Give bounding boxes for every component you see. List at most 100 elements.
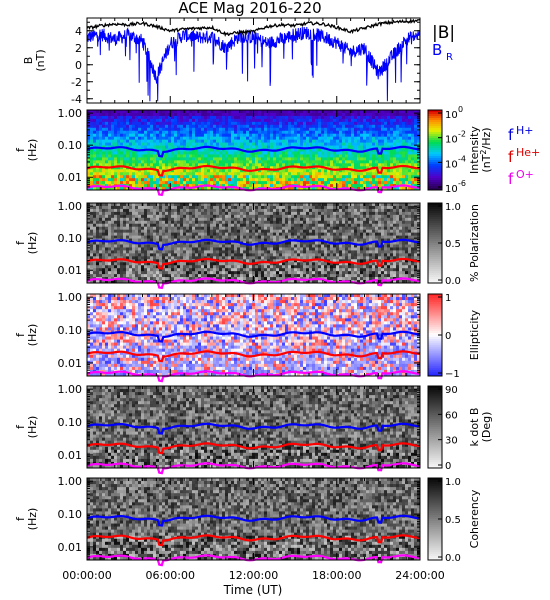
spectrogram-cell: [237, 232, 241, 236]
spectrogram-cell: [108, 133, 112, 138]
spectrogram-cell: [372, 151, 376, 155]
spectrogram-cell: [342, 172, 346, 176]
spectrogram-cell: [282, 181, 286, 185]
spectrogram-cell: [102, 110, 106, 114]
spectrogram-cell: [138, 127, 142, 132]
spectrogram-cell: [195, 157, 199, 161]
spectrogram-cell: [135, 139, 139, 143]
spectrogram-cell: [171, 145, 175, 149]
spectrogram-cell: [231, 142, 235, 146]
spectrogram-cell: [384, 133, 388, 138]
spectrogram-cell: [189, 112, 193, 117]
spectrogram-cell: [204, 121, 208, 126]
spectrogram-cell: [111, 181, 115, 185]
spectrogram-cell: [414, 124, 418, 129]
spectrogram-cell: [234, 118, 238, 123]
spectrogram-cell: [342, 130, 346, 135]
spectrogram-cell: [372, 145, 376, 149]
spectrogram-cell: [162, 136, 166, 141]
spectrogram-cell: [138, 160, 142, 164]
spectrogram-cell: [162, 214, 166, 219]
spectrogram-cell: [240, 220, 244, 225]
spectrogram-cell: [333, 130, 337, 135]
spectrogram-cell: [252, 130, 256, 135]
spectrogram-cell: [231, 262, 235, 266]
colorbar-tick-label: 10: [445, 184, 458, 195]
spectrogram-cell: [264, 160, 268, 164]
spectrogram-cell: [162, 133, 166, 138]
spectrogram-cell: [180, 136, 184, 141]
spectrogram-cell: [132, 235, 136, 239]
spectrogram-cell: [186, 121, 190, 126]
spectrogram-cell: [102, 112, 106, 117]
spectrogram-cell: [300, 181, 304, 185]
spectrogram-cell: [99, 265, 103, 269]
spectrogram-cell: [111, 118, 115, 123]
spectrogram-cell: [231, 265, 235, 269]
spectrogram-cell: [132, 142, 136, 146]
spectrogram-cell: [225, 118, 229, 123]
spectrogram-cell: [288, 166, 292, 170]
spectrogram-cell: [141, 226, 145, 231]
spectrogram-cell: [237, 274, 241, 278]
spectrogram-cell: [129, 226, 133, 231]
spectrogram-cell: [351, 124, 355, 129]
spectrogram-cell: [219, 136, 223, 141]
spectrogram-cell: [156, 154, 160, 158]
spectrogram-cell: [258, 220, 262, 225]
spectrogram-cell: [195, 169, 199, 173]
spectrogram-cell: [99, 241, 103, 245]
spectrogram-cell: [267, 115, 271, 120]
spectrogram-cell: [414, 160, 418, 164]
spectrogram-cell: [207, 214, 211, 219]
spectrogram-cell: [96, 217, 100, 222]
spectrogram-cell: [372, 169, 376, 173]
spectrogram-cell: [303, 133, 307, 138]
spectrogram-cell: [150, 235, 154, 239]
spectrogram-cell: [93, 112, 97, 117]
spectrogram-cell: [375, 175, 379, 179]
spectrogram-cell: [105, 136, 109, 141]
spectrogram-cell: [243, 214, 247, 219]
spectrogram-cell: [327, 112, 331, 117]
colorbar-tick-exponent: -4: [458, 154, 466, 163]
spectrogram-cell: [258, 268, 262, 272]
spectrogram-cell: [204, 142, 208, 146]
spectrogram-cell: [177, 250, 181, 254]
spectrogram-cell: [171, 217, 175, 222]
spectrogram-cell: [216, 211, 220, 216]
spectrogram-cell: [396, 133, 400, 138]
spectrogram-cell: [141, 121, 145, 126]
spectrogram-cell: [270, 205, 274, 210]
colorbar-segment: [428, 166, 442, 169]
spectrogram-cell: [300, 175, 304, 179]
spectrogram-cell: [276, 121, 280, 126]
spectrogram-cell: [243, 112, 247, 117]
spectrogram-cell: [249, 133, 253, 138]
spectrogram-cell: [393, 127, 397, 132]
colorbar-segment: [428, 184, 442, 187]
spectrogram-cell: [240, 112, 244, 117]
spectrogram-cell: [207, 259, 211, 263]
spectrogram-cell: [234, 184, 238, 188]
spectrogram-cell: [138, 265, 142, 269]
spectrogram-cell: [93, 169, 97, 173]
spectrogram-cell: [189, 203, 193, 207]
spectrogram-cell: [189, 154, 193, 158]
spectrogram-cell: [228, 130, 232, 135]
spectrogram-cell: [207, 139, 211, 143]
spectrogram-cell: [360, 130, 364, 135]
spectrogram-cell: [195, 139, 199, 143]
spectrogram-cell: [99, 157, 103, 161]
spectrogram-cell: [186, 203, 190, 207]
spectrogram-cell: [231, 220, 235, 225]
spectrogram-cell: [144, 127, 148, 132]
spectrogram-cell: [105, 232, 109, 236]
spectrogram-cell: [252, 136, 256, 141]
spectrogram-cell: [162, 229, 166, 234]
spectrogram-cell: [312, 166, 316, 170]
spectrogram-cell: [276, 223, 280, 228]
spectrogram-cell: [120, 154, 124, 158]
spectrogram-cell: [288, 157, 292, 161]
spectrogram-cell: [309, 157, 313, 161]
